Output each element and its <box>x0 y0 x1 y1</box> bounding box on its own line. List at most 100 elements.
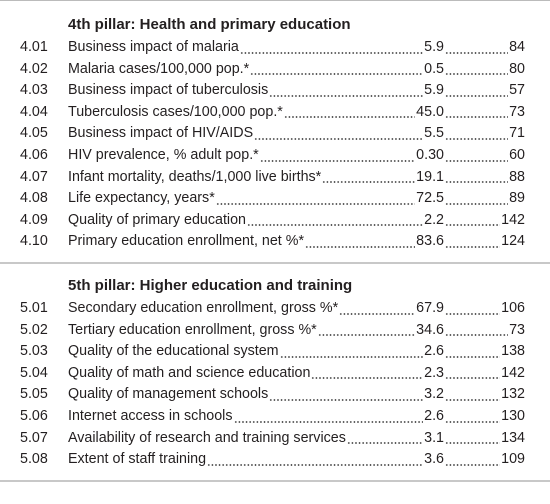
indicator-row: 4.01 Business impact of malaria 5.9 84 <box>0 37 550 59</box>
indicator-value: 2.6 <box>424 343 444 360</box>
dot-leader <box>445 73 509 76</box>
dot-leader <box>269 94 424 97</box>
indicator-row: 4.06 HIV prevalence, % adult pop.* 0.30 60 <box>0 145 550 167</box>
indicator-code: 4.02 <box>20 60 48 77</box>
indicator-rank: 89 <box>509 190 525 207</box>
indicator-label: Quality of the educational system <box>68 343 279 360</box>
dot-leader <box>445 245 501 248</box>
section-title: 4th pillar: Health and primary education <box>68 16 351 33</box>
indicator-value: 3.2 <box>424 386 444 403</box>
indicator-label: Tertiary education enrollment, gross %* <box>68 321 317 338</box>
indicator-row: 4.07 Infant mortality, deaths/1,000 live … <box>0 167 550 189</box>
indicator-row: 5.05 Quality of management schools 3.2 132 <box>0 384 550 406</box>
rank-column: 71 <box>444 123 525 145</box>
dot-leader <box>215 202 416 205</box>
dot-leader <box>445 312 501 315</box>
rank-column: 134 <box>444 428 525 450</box>
dot-leader <box>311 377 424 380</box>
indicator-rank: 71 <box>509 125 525 142</box>
indicator-code: 4.03 <box>20 82 48 99</box>
dot-leader <box>250 73 424 76</box>
indicator-rank: 109 <box>501 451 525 468</box>
indicator-value: 72.5 <box>416 190 444 207</box>
indicator-value: 3.1 <box>424 429 444 446</box>
indicator-rank: 142 <box>501 364 525 381</box>
indicator-value: 83.6 <box>416 233 444 250</box>
rank-column: 80 <box>444 59 525 81</box>
indicator-value: 67.9 <box>416 299 444 316</box>
indicator-code: 4.06 <box>20 146 48 163</box>
indicator-label: Infant mortality, deaths/1,000 live birt… <box>68 168 322 185</box>
dot-leader <box>305 245 416 248</box>
indicator-code: 4.09 <box>20 211 48 228</box>
indicator-label: Quality of math and science education <box>68 364 311 381</box>
indicator-code: 5.03 <box>20 343 48 360</box>
indicator-label: Malaria cases/100,000 pop.* <box>68 60 250 77</box>
rank-column: 88 <box>444 167 525 189</box>
indicator-code: 4.10 <box>20 233 48 250</box>
section: 4th pillar: Health and primary education… <box>0 13 550 264</box>
rank-column: 60 <box>444 145 525 167</box>
indicator-row: 4.09 Quality of primary education 2.2 142 <box>0 210 550 232</box>
dot-leader <box>279 355 424 358</box>
indicator-value: 19.1 <box>416 168 444 185</box>
indicator-rank: 142 <box>501 211 525 228</box>
indicator-code: 5.05 <box>20 386 48 403</box>
indicator-value: 3.6 <box>424 451 444 468</box>
dot-leader <box>445 202 509 205</box>
rank-column: 142 <box>444 363 525 385</box>
indicator-row: 4.10 Primary education enrollment, net %*… <box>0 231 550 253</box>
indicator-row: 4.03 Business impact of tuberculosis 5.9 57 <box>0 80 550 102</box>
indicator-row: 5.04 Quality of math and science educatio… <box>0 363 550 385</box>
indicator-rank: 73 <box>509 103 525 120</box>
dot-leader <box>259 159 416 162</box>
rank-column: 132 <box>444 384 525 406</box>
dot-leader <box>445 398 501 401</box>
indicator-rank: 124 <box>501 233 525 250</box>
dot-leader <box>339 312 416 315</box>
indicator-label: Primary education enrollment, net %* <box>68 233 305 250</box>
indicator-code: 5.01 <box>20 299 48 316</box>
rank-column: 106 <box>444 298 525 320</box>
indicator-rank: 88 <box>509 168 525 185</box>
section: 5th pillar: Higher education and trainin… <box>0 274 550 482</box>
indicator-value: 5.9 <box>424 82 444 99</box>
indicator-label: Tuberculosis cases/100,000 pop.* <box>68 103 283 120</box>
section-title: 5th pillar: Higher education and trainin… <box>68 276 353 294</box>
rank-column: 84 <box>444 37 525 59</box>
dot-leader <box>445 355 501 358</box>
indicator-value: 34.6 <box>416 321 444 338</box>
indicator-value: 2.2 <box>424 211 444 228</box>
indicator-rank: 84 <box>509 39 525 55</box>
indicator-row: 4.05 Business impact of HIV/AIDS 5.5 71 <box>0 123 550 145</box>
indicator-rank: 138 <box>501 343 525 360</box>
rank-column: 89 <box>444 188 525 210</box>
indicator-code: 5.02 <box>20 321 48 338</box>
indicator-rank: 80 <box>509 60 525 77</box>
indicator-row: 5.07 Availability of research and trainin… <box>0 428 550 450</box>
indicator-rank: 134 <box>501 429 525 446</box>
dot-leader <box>445 334 509 337</box>
dot-leader <box>207 463 424 466</box>
indicator-label: Availability of research and training se… <box>68 429 346 446</box>
rank-column: 73 <box>444 102 525 124</box>
indicator-label: Internet access in schools <box>68 407 233 424</box>
indicator-rank: 73 <box>509 321 525 338</box>
dot-leader <box>445 116 509 119</box>
indicator-label: Secondary education enrollment, gross %* <box>68 299 339 316</box>
indicator-row: 5.03 Quality of the educational system 2.6… <box>0 341 550 363</box>
dot-leader <box>283 116 416 119</box>
dot-leader <box>445 51 509 54</box>
dot-leader <box>254 137 424 140</box>
indicator-code: 5.04 <box>20 364 48 381</box>
indicator-row: 4.08 Life expectancy, years* 72.5 89 <box>0 188 550 210</box>
indicator-value: 0.30 <box>416 146 444 163</box>
indicator-code: 5.07 <box>20 429 48 446</box>
dot-leader <box>269 398 424 401</box>
indicator-rank: 106 <box>501 299 525 316</box>
indicator-rank: 60 <box>509 146 525 163</box>
indicator-row: 5.08 Extent of staff training 3.6 109 <box>0 449 550 471</box>
indicator-label: Business impact of malaria <box>68 39 239 55</box>
dot-leader <box>445 442 501 445</box>
dot-leader <box>445 94 509 97</box>
